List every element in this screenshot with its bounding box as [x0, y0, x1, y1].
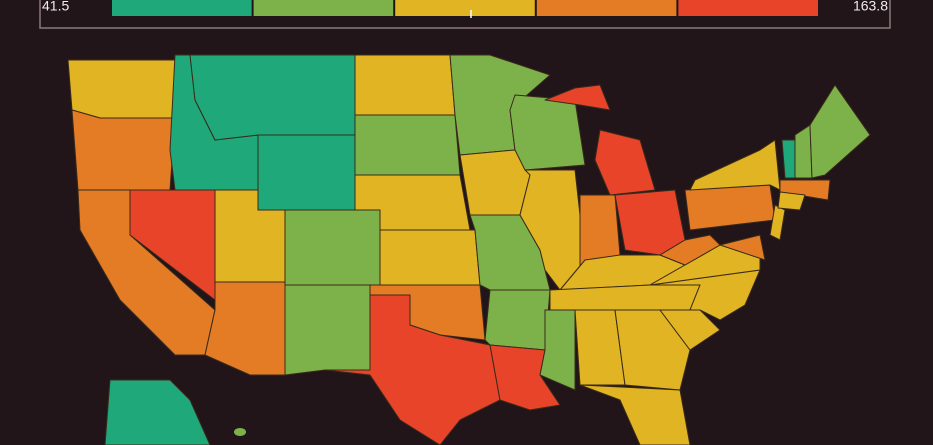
- legend-swatch: [112, 0, 252, 16]
- legend-frame: [39, 0, 891, 29]
- state: [809, 84, 871, 179]
- legend-swatch: [253, 0, 394, 16]
- state: [509, 94, 586, 171]
- state: [794, 124, 813, 179]
- legend-min: 41.5: [42, 0, 69, 14]
- state: [189, 54, 356, 141]
- state: [379, 229, 481, 286]
- state: [549, 284, 701, 311]
- state: [71, 109, 176, 191]
- state: [257, 134, 356, 211]
- state: [659, 234, 721, 266]
- state: [354, 114, 461, 176]
- state: [519, 169, 586, 291]
- state: [234, 428, 246, 436]
- state: [484, 289, 551, 351]
- state: [284, 209, 381, 286]
- state: [614, 309, 691, 391]
- legend-swatch: [395, 0, 535, 16]
- state: [659, 309, 721, 351]
- state: [579, 384, 691, 445]
- state: [284, 284, 371, 376]
- legend-swatch: [678, 0, 818, 16]
- state: [777, 191, 806, 211]
- state: [324, 294, 501, 445]
- state: [539, 309, 576, 391]
- legend-max: 163.8: [853, 0, 888, 14]
- legend-swatch: [536, 0, 677, 16]
- state: [594, 129, 656, 196]
- state: [649, 269, 761, 321]
- state: [614, 189, 686, 256]
- state: [779, 179, 831, 201]
- state: [67, 59, 176, 119]
- states: [67, 54, 871, 445]
- legend-bar: [112, 0, 818, 16]
- state: [104, 379, 211, 445]
- state: [719, 234, 766, 261]
- state: [544, 84, 611, 111]
- state: [354, 54, 456, 116]
